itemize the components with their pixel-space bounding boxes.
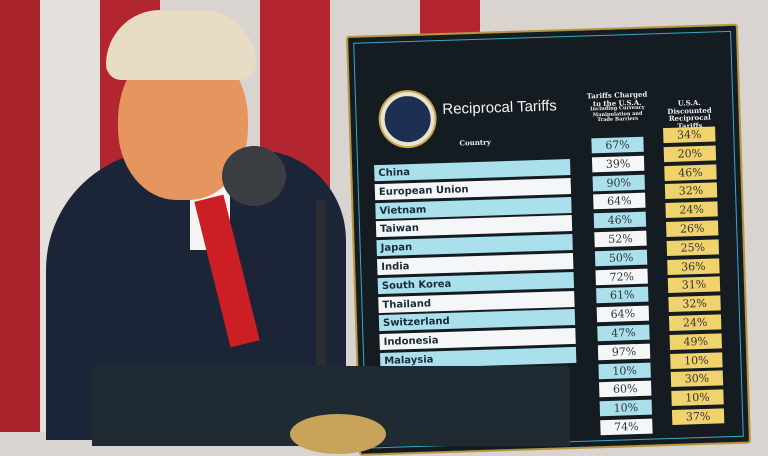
charged-value: 72% bbox=[595, 268, 648, 285]
charged-value: 61% bbox=[596, 287, 649, 304]
discounted-value: 32% bbox=[664, 182, 718, 200]
discounted-value: 46% bbox=[664, 164, 717, 181]
discounted-value: 10% bbox=[671, 389, 724, 407]
charged-value: 46% bbox=[593, 211, 647, 229]
discounted-value: 31% bbox=[667, 276, 721, 294]
charged-value: 10% bbox=[599, 399, 653, 417]
charged-value: 60% bbox=[599, 380, 652, 398]
microphone bbox=[222, 146, 286, 206]
charged-value: 47% bbox=[597, 324, 650, 342]
charged-value: 74% bbox=[600, 418, 653, 436]
charged-value: 64% bbox=[596, 305, 650, 323]
discounted-value: 20% bbox=[663, 145, 717, 162]
charged-value: 97% bbox=[597, 343, 651, 361]
microphone-stand bbox=[316, 200, 326, 380]
podium-seal-icon bbox=[290, 414, 386, 454]
discounted-value: 30% bbox=[670, 370, 724, 388]
charged-value: 50% bbox=[594, 249, 648, 267]
charged-value: 67% bbox=[591, 136, 644, 154]
charged-value: 10% bbox=[598, 362, 651, 379]
discounted-value: 26% bbox=[666, 220, 719, 238]
charged-value: 39% bbox=[591, 155, 645, 173]
board-title: Reciprocal Tariffs bbox=[442, 97, 558, 119]
discounted-value: 32% bbox=[668, 295, 721, 313]
country-header: Country bbox=[459, 137, 491, 148]
discounted-value: 10% bbox=[670, 351, 723, 369]
discounted-value: 24% bbox=[668, 314, 722, 331]
charged-header: Tariffs Charged to the U.S.A. Including C… bbox=[586, 89, 648, 124]
discounted-value: 49% bbox=[669, 333, 722, 350]
discounted-value: 24% bbox=[665, 201, 718, 219]
discounted-value: 36% bbox=[667, 257, 720, 275]
charged-value: 64% bbox=[593, 193, 646, 210]
presidential-seal-icon bbox=[379, 91, 436, 147]
discounted-value: 37% bbox=[671, 408, 725, 425]
flag-stripe bbox=[0, 0, 40, 432]
discounted-value: 34% bbox=[663, 126, 716, 144]
charged-value: 90% bbox=[592, 174, 645, 191]
charged-value: 52% bbox=[594, 230, 647, 248]
discounted-value: 25% bbox=[666, 239, 720, 256]
